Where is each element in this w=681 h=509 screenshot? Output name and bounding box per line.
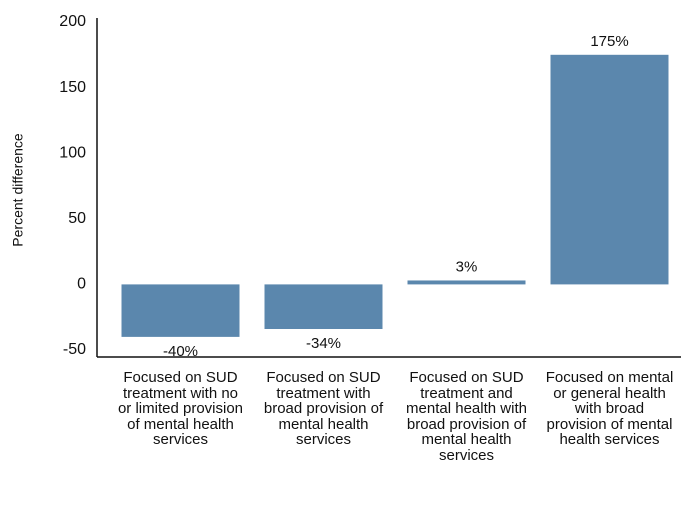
y-tick-label: 0 — [77, 276, 86, 293]
bar — [550, 54, 669, 285]
y-tick-label: 50 — [68, 210, 86, 227]
y-axis-label: Percent difference — [10, 133, 26, 247]
value-label: 3% — [456, 258, 478, 275]
x-tick-label: Focused on SUD treatment with no or limi… — [117, 369, 244, 448]
value-label: -34% — [306, 335, 341, 352]
y-tick-label: 150 — [59, 79, 86, 96]
value-label: 175% — [590, 33, 628, 50]
y-tick-label: 100 — [59, 144, 86, 161]
x-tick-label: Focused on SUD treatment and mental heal… — [406, 369, 527, 464]
bar — [407, 280, 526, 285]
x-tick-label: Focused on SUD treatment with broad prov… — [263, 369, 384, 448]
bar — [121, 284, 240, 337]
bar — [264, 284, 383, 330]
value-label: -40% — [163, 343, 198, 360]
x-tick-label: Focused on mental or general health with… — [545, 369, 674, 448]
y-tick-label: 200 — [59, 13, 86, 30]
y-tick-label: -50 — [63, 341, 86, 358]
